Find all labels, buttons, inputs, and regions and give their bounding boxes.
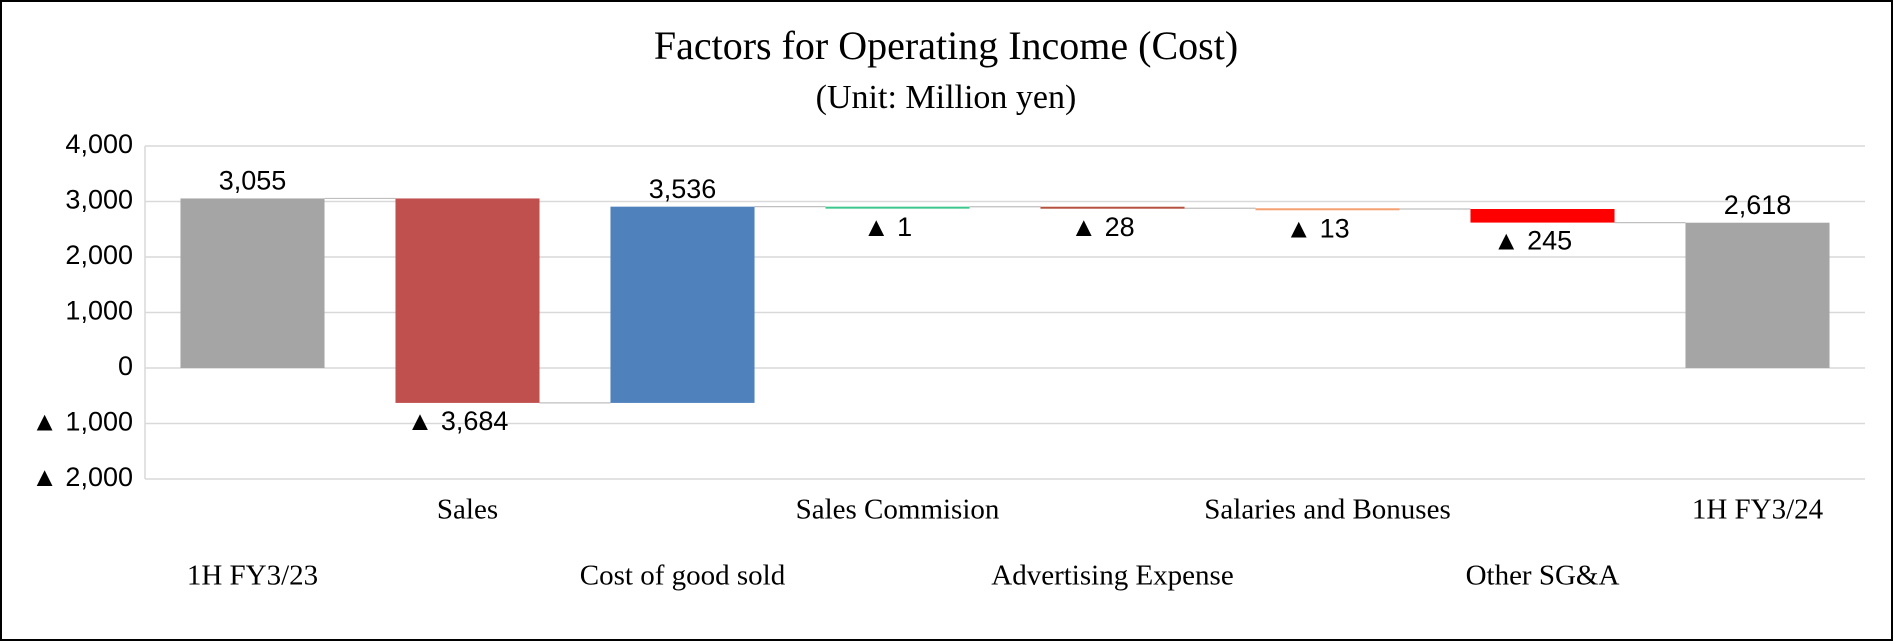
- x-tick-label: 1H FY3/23: [187, 560, 318, 592]
- y-tick-label: ▲ 1,000: [31, 407, 133, 437]
- x-tick-label: Sales Commision: [796, 494, 1000, 526]
- y-tick-label: ▲ 2,000: [31, 462, 133, 492]
- x-tick-label: Cost of good sold: [580, 560, 786, 592]
- y-tick-label: 3,000: [65, 185, 133, 215]
- y-tick-label: 2,000: [65, 240, 133, 270]
- bar: [180, 198, 325, 368]
- x-tick-label: Advertising Expense: [991, 560, 1233, 592]
- y-tick-label: 0: [118, 351, 133, 381]
- x-tick-label: Other SG&A: [1466, 560, 1620, 592]
- x-tick-label: Sales: [437, 494, 498, 526]
- value-label: ▲ 13: [1285, 213, 1349, 243]
- bar: [1685, 222, 1830, 368]
- bar: [1040, 206, 1185, 209]
- value-label: ▲ 245: [1493, 226, 1572, 256]
- chart-subtitle: (Unit: Million yen): [816, 79, 1077, 116]
- bar: [825, 206, 970, 209]
- bar: [610, 206, 755, 403]
- x-tick-label: 1H FY3/24: [1692, 494, 1824, 526]
- value-label: 3,536: [649, 174, 717, 204]
- x-tick-label: Salaries and Bonuses: [1204, 494, 1450, 526]
- bar: [395, 198, 540, 403]
- bar: [1255, 208, 1400, 211]
- value-label: 2,618: [1724, 190, 1792, 220]
- y-tick-label: 1,000: [65, 296, 133, 326]
- bar: [1470, 208, 1615, 223]
- value-label: ▲ 1: [863, 212, 912, 242]
- chart-title: Factors for Operating Income (Cost): [654, 23, 1238, 68]
- value-label: 3,055: [219, 166, 287, 196]
- value-label: ▲ 3,684: [407, 406, 509, 436]
- value-label: ▲ 28: [1070, 212, 1134, 242]
- y-tick-label: 4,000: [65, 129, 133, 159]
